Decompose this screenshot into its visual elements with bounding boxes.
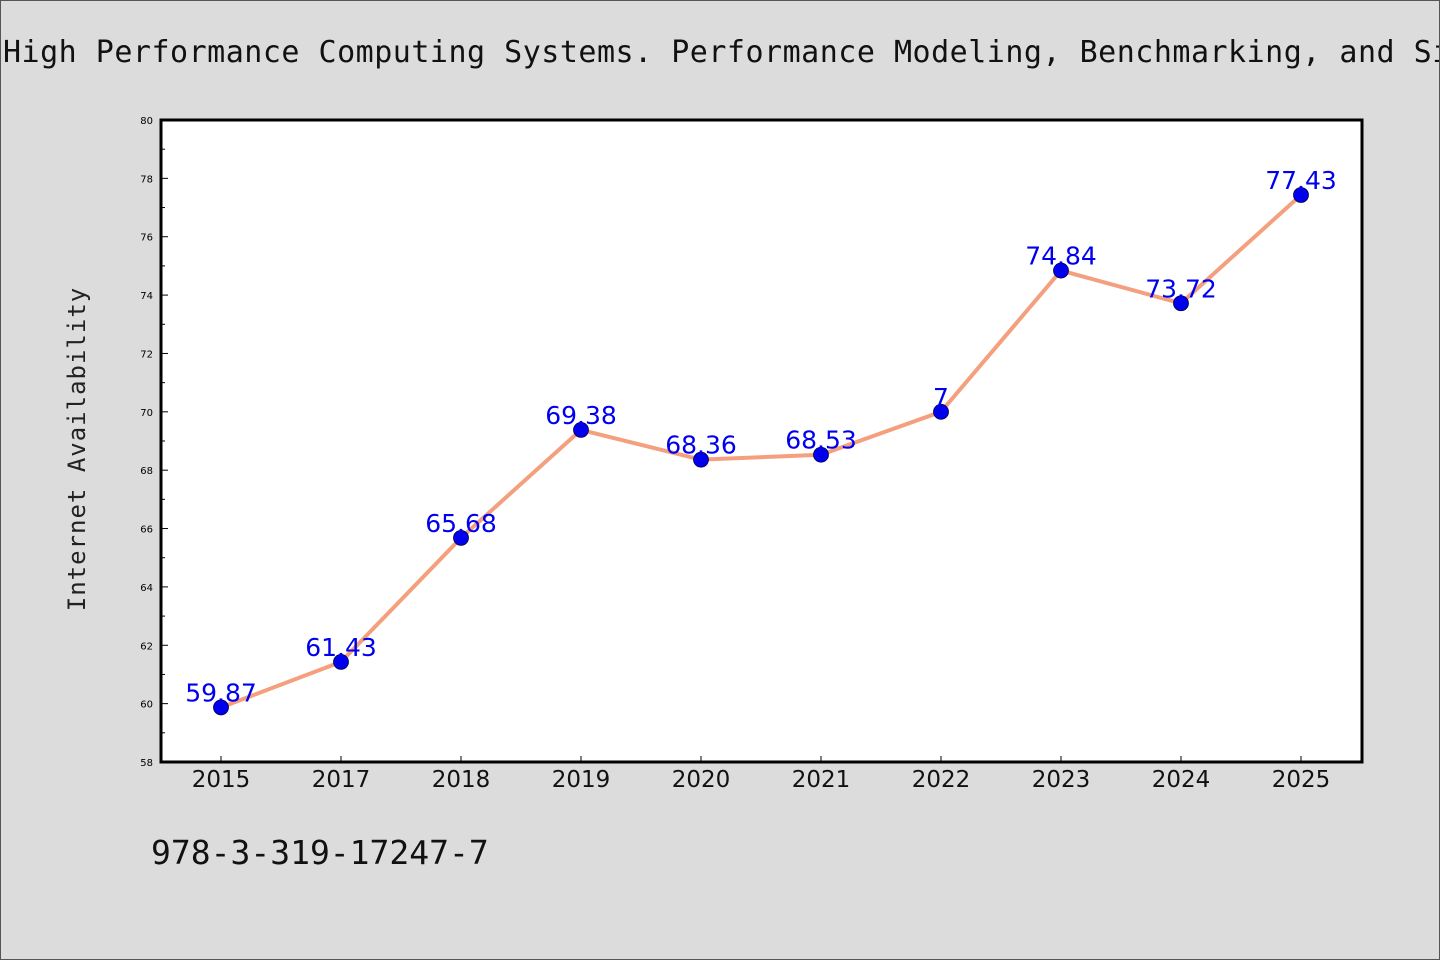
data-label: 69.38 bbox=[545, 401, 617, 430]
y-tick-label: 60 bbox=[140, 700, 153, 711]
data-point bbox=[693, 451, 709, 468]
x-tick-label: 2017 bbox=[312, 767, 371, 793]
chart-title: High Performance Computing Systems. Perf… bbox=[3, 35, 1440, 70]
data-point bbox=[333, 654, 349, 670]
y-tick-label: 80 bbox=[140, 116, 153, 127]
isbn-footer: 978-3-319-17247-7 bbox=[151, 833, 489, 872]
x-tick-label: 2015 bbox=[192, 767, 251, 793]
x-tick-label: 2025 bbox=[1272, 767, 1331, 793]
y-tick-label: 76 bbox=[140, 233, 153, 244]
series-line bbox=[219, 192, 1303, 710]
data-label: 77.43 bbox=[1265, 166, 1337, 195]
data-label: 7 bbox=[933, 383, 949, 412]
x-tick-label: 2020 bbox=[672, 767, 731, 793]
x-tick-label: 2023 bbox=[1032, 767, 1091, 793]
x-tick-label: 2024 bbox=[1152, 767, 1211, 793]
data-label: 68.53 bbox=[785, 426, 857, 455]
x-tick-label: 2021 bbox=[792, 767, 851, 793]
x-tick-label: 2019 bbox=[552, 767, 611, 793]
data-point bbox=[213, 699, 229, 716]
y-tick-label: 74 bbox=[140, 291, 153, 302]
x-tick-label: 2018 bbox=[432, 767, 491, 793]
data-point bbox=[1053, 262, 1069, 279]
y-tick-label: 58 bbox=[140, 758, 153, 769]
x-tick-label: 2022 bbox=[912, 767, 971, 793]
plot-border bbox=[159, 118, 1364, 764]
data-point bbox=[1173, 295, 1189, 312]
y-tick-label: 66 bbox=[140, 525, 153, 536]
y-tick-label: 68 bbox=[140, 466, 153, 477]
data-label: 68.36 bbox=[665, 431, 737, 460]
data-point bbox=[933, 403, 949, 420]
y-tick-label: 78 bbox=[140, 174, 153, 185]
data-label: 61.43 bbox=[305, 633, 377, 662]
data-label: 74.84 bbox=[1025, 242, 1097, 271]
y-tick-label: 70 bbox=[140, 408, 153, 419]
data-label: 73.72 bbox=[1145, 274, 1217, 303]
y-tick-label: 72 bbox=[140, 349, 153, 360]
data-label: 59.87 bbox=[185, 678, 257, 707]
plot-area bbox=[161, 120, 1362, 762]
data-point bbox=[573, 422, 589, 438]
data-label: 65.68 bbox=[425, 509, 497, 538]
y-tick-label: 64 bbox=[140, 583, 153, 594]
y-tick-label: 62 bbox=[140, 641, 153, 652]
data-point bbox=[1293, 187, 1309, 203]
data-point bbox=[813, 446, 829, 463]
data-point bbox=[453, 529, 469, 546]
